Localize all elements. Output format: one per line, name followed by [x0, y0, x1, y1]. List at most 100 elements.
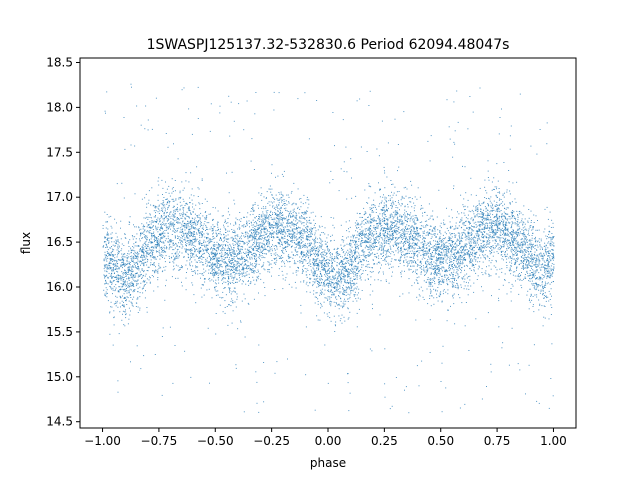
data-point [240, 218, 242, 220]
data-point [173, 265, 175, 267]
data-point [474, 253, 476, 254]
data-point [161, 215, 162, 217]
data-point [193, 208, 195, 210]
data-point [115, 289, 116, 291]
data-point [328, 286, 330, 288]
data-point [254, 258, 255, 259]
data-point [269, 263, 271, 265]
data-point [499, 219, 501, 221]
data-point [494, 224, 496, 226]
data-point [298, 220, 300, 222]
data-point [553, 245, 555, 247]
data-point [384, 223, 386, 225]
data-point [225, 273, 227, 275]
data-point [326, 252, 328, 254]
data-point [407, 250, 409, 252]
data-point [508, 170, 510, 171]
data-point [193, 231, 195, 233]
data-point [433, 227, 435, 229]
data-point [397, 252, 399, 254]
data-point [394, 230, 396, 231]
data-point [521, 272, 522, 273]
data-point [434, 262, 436, 264]
data-point [522, 261, 524, 263]
data-point [498, 215, 500, 217]
data-point [274, 249, 276, 251]
data-point [290, 192, 292, 194]
data-point [389, 214, 391, 216]
data-point [451, 252, 453, 254]
data-point [169, 216, 171, 218]
data-point [415, 233, 417, 235]
data-point [302, 233, 304, 234]
data-point [267, 240, 269, 242]
data-point [370, 241, 372, 243]
data-point [256, 263, 258, 265]
data-point [227, 225, 229, 227]
data-point [361, 264, 363, 266]
data-point [416, 239, 418, 241]
data-point [307, 230, 308, 232]
data-point [401, 216, 403, 218]
data-point [208, 222, 210, 224]
data-point [511, 212, 513, 214]
data-point [117, 306, 119, 308]
data-point [133, 256, 135, 258]
data-point [124, 148, 126, 150]
data-point [294, 247, 296, 249]
data-point [482, 219, 483, 221]
data-point [162, 250, 164, 251]
data-point [215, 283, 217, 285]
data-point [404, 232, 406, 234]
data-point [265, 219, 267, 221]
data-point [446, 253, 448, 255]
data-point [173, 255, 174, 257]
data-point [386, 223, 388, 225]
data-point [466, 277, 468, 279]
data-point [166, 246, 167, 248]
data-point [440, 222, 442, 224]
data-point [159, 234, 161, 236]
data-point [116, 256, 118, 258]
data-point [218, 247, 219, 249]
data-point [535, 266, 537, 268]
data-point [264, 218, 266, 220]
data-point [391, 239, 393, 241]
data-point [439, 230, 441, 232]
data-point [378, 223, 380, 225]
data-point [190, 220, 191, 222]
data-point [480, 243, 482, 244]
data-point [478, 265, 480, 267]
data-point [371, 267, 373, 269]
data-point [550, 240, 552, 242]
data-point [510, 288, 512, 289]
data-point [235, 235, 237, 237]
data-point [422, 243, 424, 245]
data-point [286, 222, 288, 224]
data-point [505, 234, 507, 236]
data-point [360, 243, 362, 245]
data-point [452, 278, 454, 280]
data-point [173, 222, 174, 224]
data-point [372, 308, 373, 310]
data-point [192, 236, 194, 238]
data-point [365, 228, 367, 230]
data-point [539, 303, 541, 305]
data-point [184, 350, 186, 352]
data-point [162, 270, 164, 272]
data-point [275, 252, 277, 254]
data-point [184, 217, 186, 219]
data-point [245, 253, 247, 255]
data-point [277, 210, 279, 212]
data-point [354, 278, 356, 280]
data-point [426, 253, 428, 255]
data-point [142, 228, 144, 230]
data-point [468, 229, 470, 231]
data-point [306, 228, 308, 230]
data-point [441, 253, 443, 255]
data-point [492, 203, 494, 205]
data-point [242, 266, 244, 268]
data-point [257, 269, 259, 271]
data-point [419, 267, 421, 269]
data-point [105, 112, 106, 114]
